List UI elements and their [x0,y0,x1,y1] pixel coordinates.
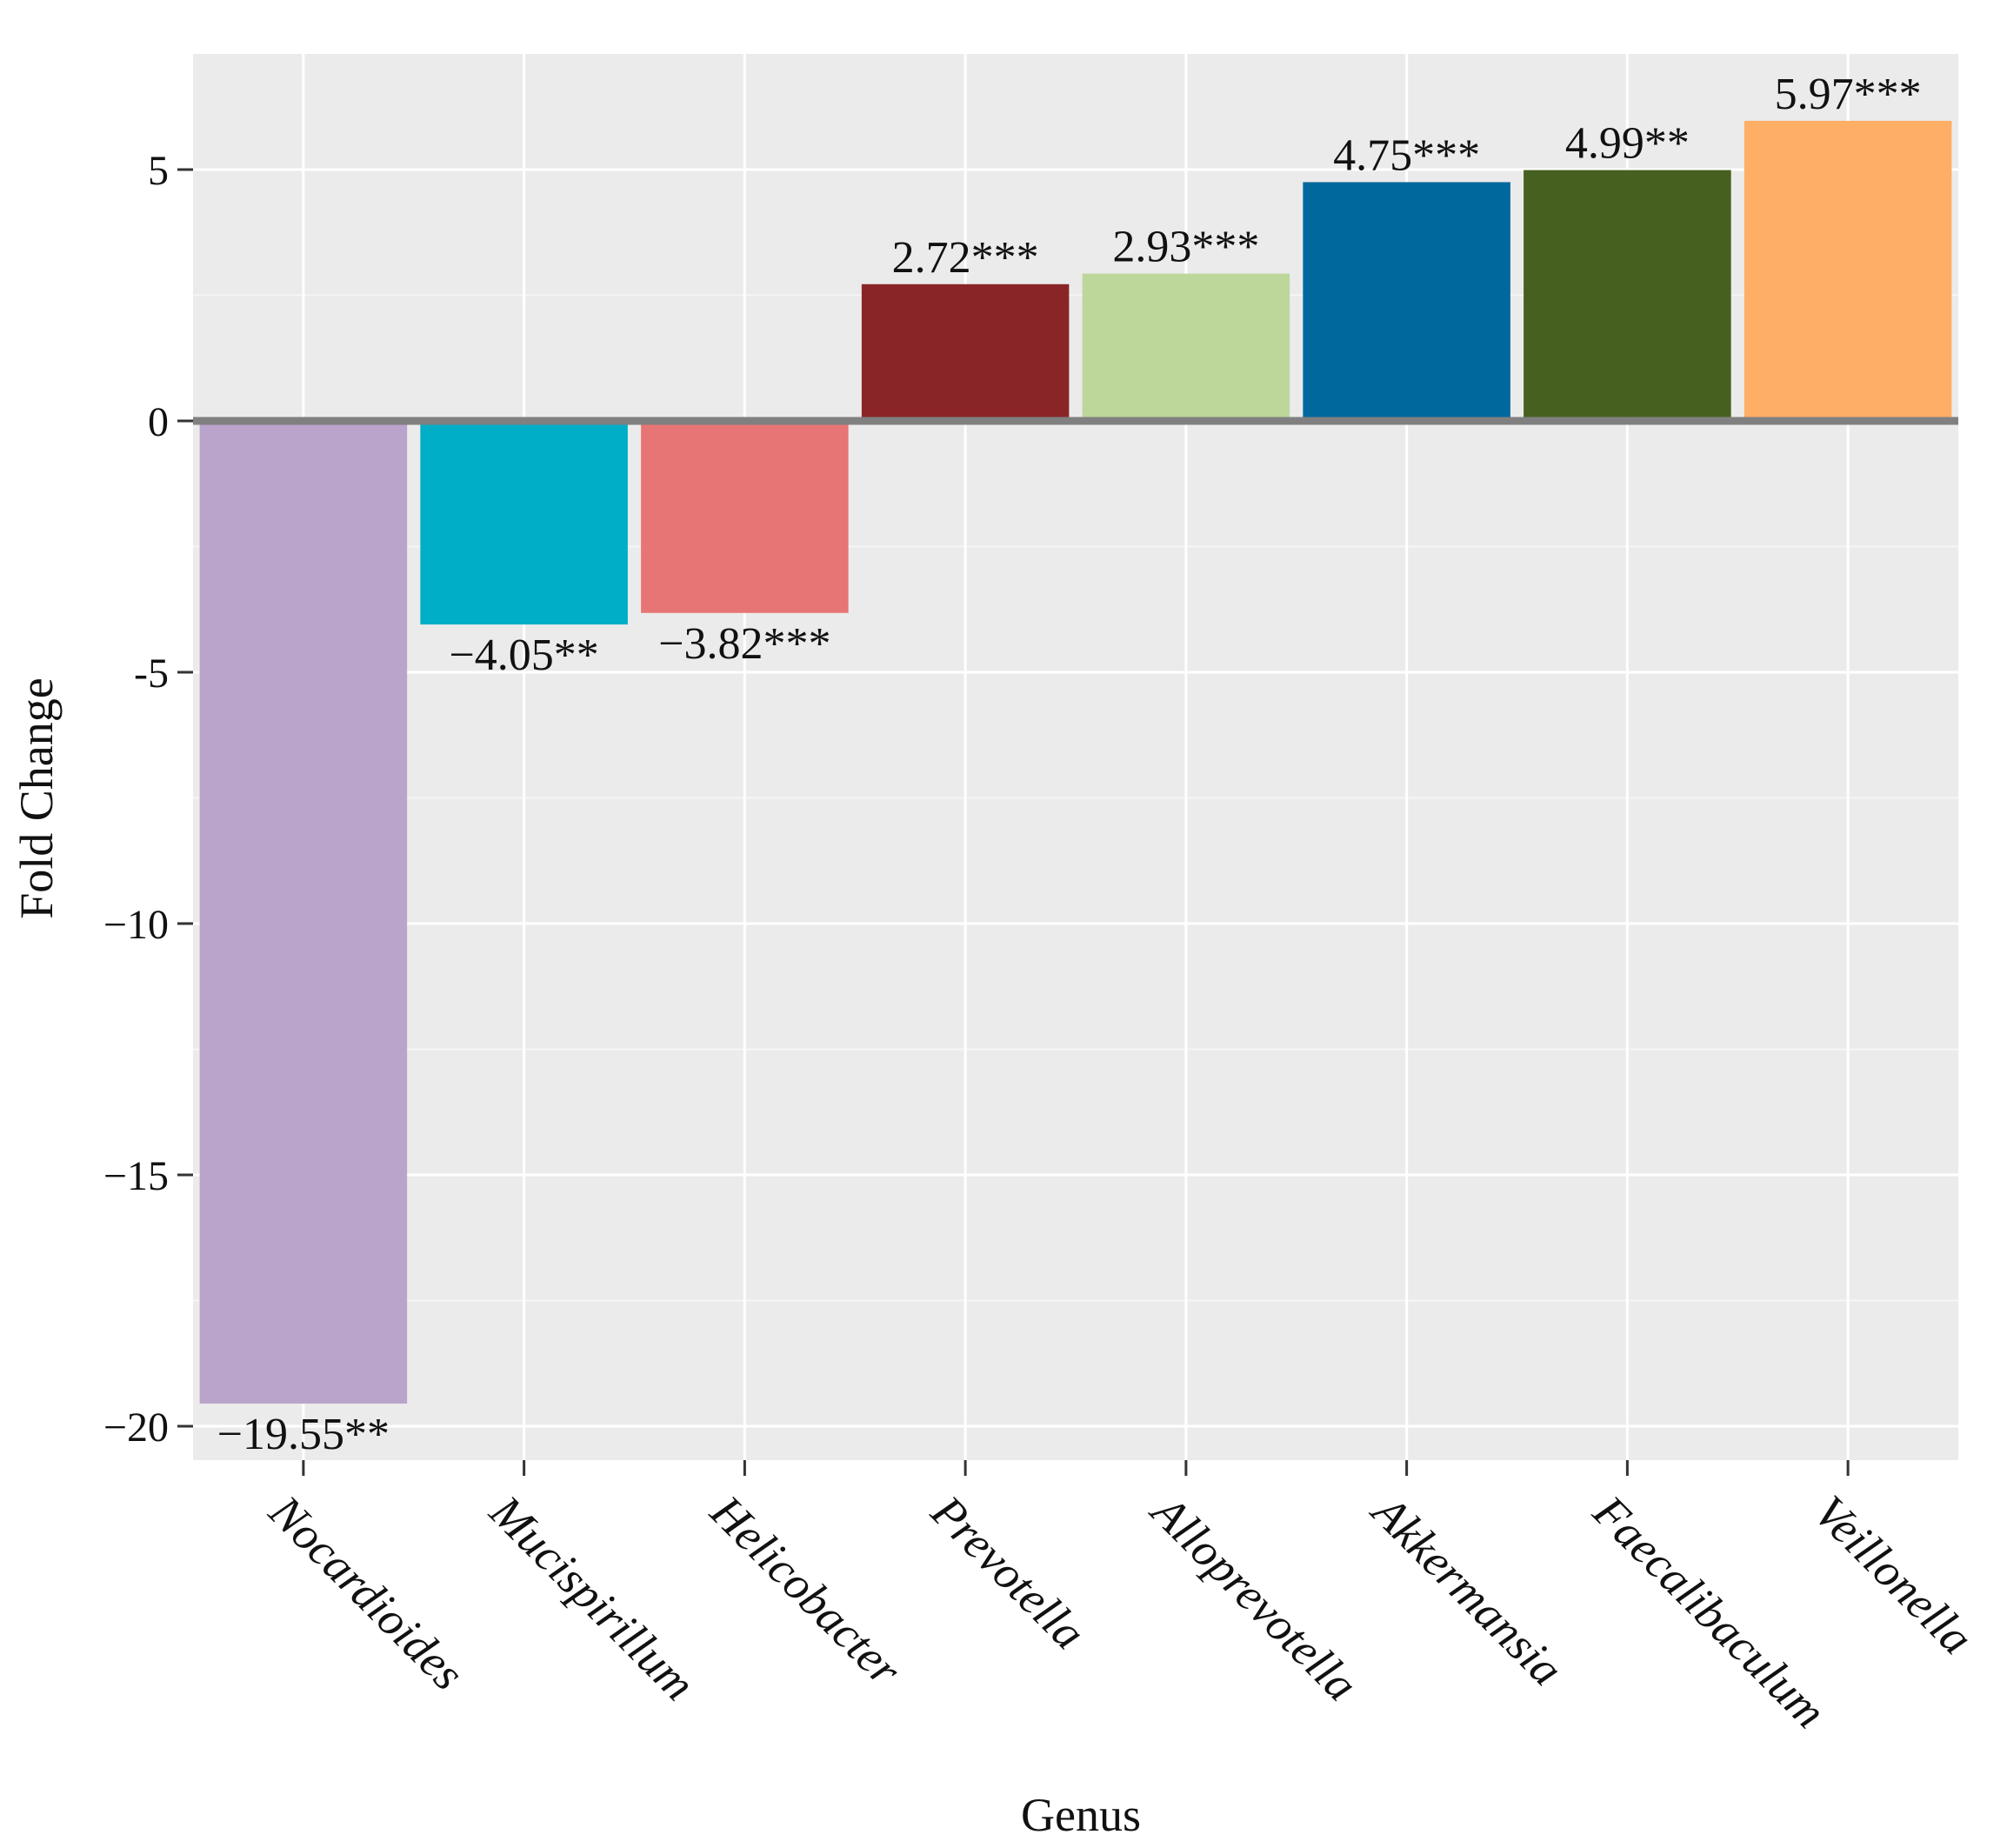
y-axis: 5 0 -5 −10 −15 −20 [103,148,193,1451]
grid-lines [193,54,1958,1460]
bar-prevotella [861,284,1070,421]
x-tick-label-nocardioides: Nocardioides [259,1484,474,1699]
y-axis-title: Fold Change [10,677,63,919]
y-tick-label: −10 [103,902,169,948]
bars [199,120,1952,1404]
bar-akkermansia [1303,182,1510,421]
x-tick-label-helicobacter: Helicobacter [700,1484,911,1696]
bar-veillonella [1744,120,1952,421]
y-tick-label: 5 [148,148,169,194]
x-tick-label-veillonella: Veillonella [1804,1485,1984,1665]
x-tick-label-mucispirillum: Mucispirillum [479,1484,705,1711]
y-tick-label: −15 [103,1153,169,1199]
bar-value-label: 5.97*** [1775,70,1922,119]
x-tick-label-faecalibaculum: Faecalibaculum [1583,1484,1836,1738]
bar-helicobacter [641,421,849,613]
bar-value-label: −3.82*** [658,619,830,669]
bar-faecalibaculum [1524,170,1731,421]
bar-value-label: 4.99** [1565,119,1690,169]
x-tick-label-akkermansia: Akkermansia [1361,1484,1573,1696]
y-tick-label: 0 [148,399,169,445]
bar-mucispirillum [420,421,628,625]
x-tick-label-prevotella: Prevotella [921,1484,1096,1659]
bar-nocardioides [199,421,408,1404]
bar-value-labels: −19.55** −4.05** −3.82*** 2.72*** 2.93*** 4.7… [217,70,1922,1459]
bar-value-label: 2.93*** [1112,223,1259,272]
bar-value-label: 2.72*** [892,233,1039,283]
x-tick-label-alloprevotella: Alloprevotella [1140,1484,1368,1711]
bar-alloprevotella [1082,273,1290,421]
x-axis-title: Genus [1021,1789,1141,1841]
bar-value-label: −19.55** [217,1410,390,1459]
bar-value-label: −4.05** [449,630,598,680]
y-tick-label: -5 [134,650,169,697]
bar-value-label: 4.75*** [1333,130,1480,180]
y-tick-label: −20 [103,1404,169,1451]
